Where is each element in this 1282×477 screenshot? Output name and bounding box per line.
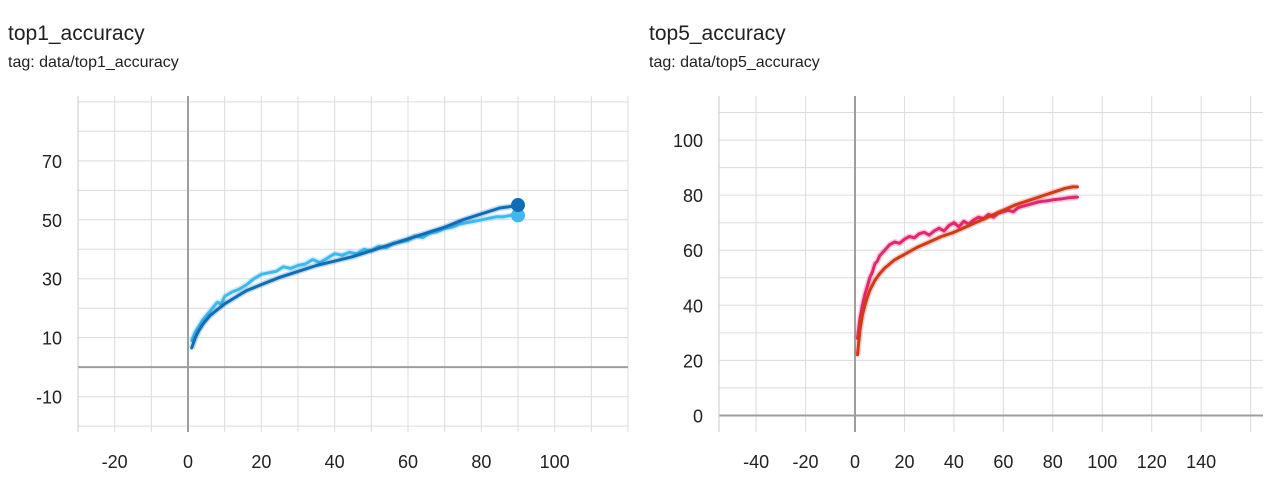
series-halo-0 [854, 194, 1078, 339]
x-tick-label: 140 [1186, 452, 1216, 472]
series-line-1 [190, 203, 520, 350]
grid [719, 96, 1263, 432]
series-end-point-1 [511, 198, 525, 213]
x-tick-label: 0 [850, 452, 860, 472]
y-tick-label: 10 [42, 329, 62, 349]
y-tick-label: 70 [42, 152, 62, 172]
chart-title: top1_accuracy [8, 22, 145, 45]
x-tick-label: 100 [1087, 452, 1117, 472]
x-tick-label: 120 [1137, 452, 1167, 472]
x-tick-label: 0 [183, 452, 193, 472]
y-tick-label: 50 [42, 211, 62, 231]
grid [77, 96, 629, 432]
x-tick-label: 80 [471, 452, 491, 472]
y-tick-label: 20 [683, 351, 703, 371]
x-tick-label: -40 [743, 452, 769, 472]
chart-card-top5: top5_accuracy tag: data/top5_accuracy -4… [641, 0, 1282, 477]
x-tick-label: -20 [102, 452, 128, 472]
chart-card-top1: top1_accuracy tag: data/top1_accuracy -2… [0, 0, 640, 477]
chart-tag: tag: data/top5_accuracy [649, 54, 820, 71]
y-tick-label: -10 [36, 388, 62, 408]
y-tick-label: 30 [42, 270, 62, 290]
series-halo-1 [854, 183, 1078, 356]
series-end-point-0 [511, 208, 525, 223]
x-tick-label: 60 [993, 452, 1013, 472]
x-tick-label: 40 [325, 452, 345, 472]
series-halo-0 [188, 212, 518, 342]
series-halo-1 [188, 202, 519, 349]
y-tick-label: 60 [683, 241, 703, 261]
y-tick-label: 100 [673, 131, 703, 151]
x-tick-label: 40 [944, 452, 964, 472]
chart-tag: tag: data/top1_accuracy [8, 54, 179, 71]
top1-accuracy-plot[interactable]: -20 0 20 40 60 80 100 -10 10 30 50 70 [0, 0, 640, 477]
x-tick-label: 20 [894, 452, 914, 472]
x-tick-label: 60 [398, 452, 418, 472]
y-tick-label: 0 [693, 406, 703, 426]
chart-title: top5_accuracy [649, 22, 786, 45]
y-tick-label: 40 [683, 296, 703, 316]
top5-accuracy-plot[interactable]: -40 -20 0 20 40 60 80 100 120 140 0 20 40 60 80 100 [641, 0, 1282, 477]
x-tick-label: -20 [793, 452, 819, 472]
series-line-0 [856, 195, 1079, 340]
y-tick-label: 80 [683, 186, 703, 206]
series-line-1 [856, 185, 1079, 357]
x-tick-label: 20 [251, 452, 271, 472]
x-tick-label: 80 [1043, 452, 1063, 472]
x-tick-label: 100 [540, 452, 570, 472]
series-line-0 [190, 213, 520, 343]
